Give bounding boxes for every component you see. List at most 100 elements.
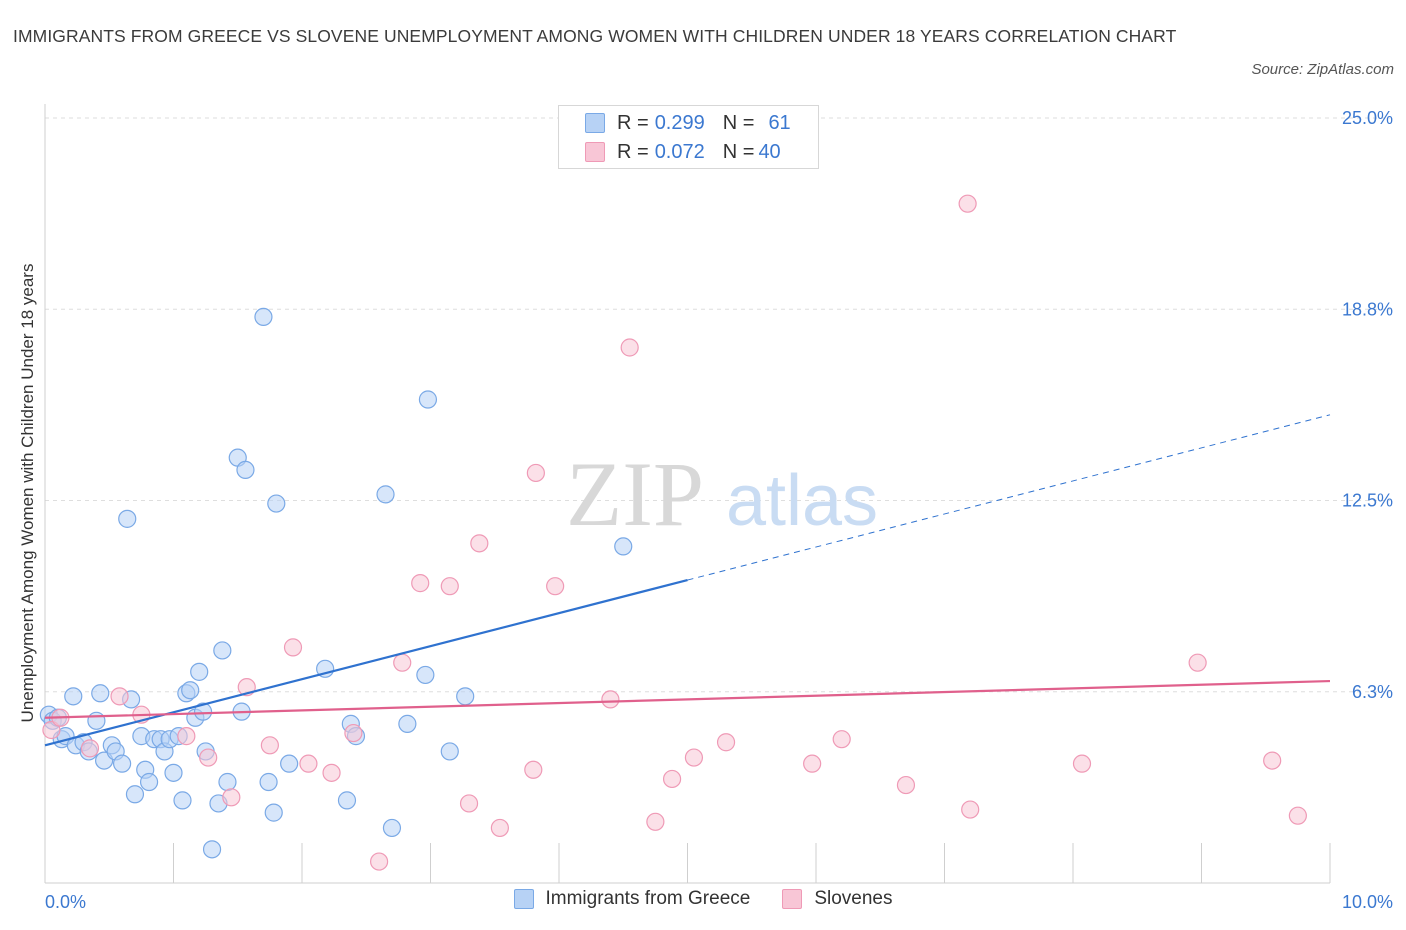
grid-lines	[45, 117, 1390, 693]
data-point	[526, 463, 545, 483]
stats-legend: R = 0.299 N = 61 R = 0.072 N = 40	[558, 105, 819, 169]
data-point	[958, 194, 977, 213]
series-greece-points	[39, 307, 633, 859]
data-point	[236, 460, 255, 479]
y-tick-label: 18.8%	[1342, 299, 1393, 319]
data-point	[80, 739, 100, 758]
data-point	[416, 665, 435, 685]
data-point	[620, 338, 639, 357]
data-point	[382, 818, 402, 838]
data-point	[1188, 653, 1207, 672]
data-point	[490, 818, 509, 838]
watermark: ZIP atlas	[566, 443, 878, 545]
data-point	[91, 684, 110, 703]
legend-item-slovenes[interactable]: Slovenes	[782, 888, 893, 910]
stats-row-slovenes: R = 0.072 N = 40	[585, 139, 781, 165]
n-value: 40	[758, 140, 781, 163]
data-point	[112, 754, 132, 773]
data-point	[896, 775, 916, 795]
data-point	[283, 638, 303, 657]
x-tick-label: 0.0%	[45, 892, 86, 912]
data-point	[1288, 806, 1307, 825]
data-point	[64, 687, 83, 706]
data-point	[662, 769, 682, 789]
axes	[44, 104, 1331, 884]
legend-swatch-slovenes	[782, 889, 803, 909]
trend-line-solid	[44, 578, 688, 747]
data-point	[601, 690, 620, 709]
data-point	[961, 800, 980, 819]
data-point	[470, 534, 489, 553]
n-value: 61	[768, 111, 791, 134]
stats-swatch-greece	[585, 113, 605, 133]
r-value: 0.299	[654, 111, 705, 134]
data-point	[193, 702, 213, 721]
legend-item-greece[interactable]: Immigrants from Greece	[513, 888, 751, 910]
y-tick-label: 6.3%	[1352, 682, 1393, 702]
data-point	[118, 509, 137, 528]
trend-line-solid	[44, 679, 1331, 719]
data-point	[222, 788, 241, 807]
data-point	[259, 772, 278, 792]
data-point	[684, 748, 704, 767]
r-label: R =	[617, 140, 649, 163]
data-point	[299, 754, 318, 773]
source-note: Source: ZipAtlas.com	[1251, 61, 1394, 78]
data-point	[376, 485, 395, 504]
data-point	[139, 772, 159, 792]
legend-label-greece: Immigrants from Greece	[545, 888, 751, 909]
data-point	[87, 711, 106, 730]
legend-swatch-greece	[513, 889, 534, 909]
stats-row-greece: R = 0.299 N = 61	[585, 110, 791, 136]
data-point	[218, 772, 237, 792]
r-value: 0.072	[654, 140, 705, 163]
data-point	[280, 754, 299, 773]
data-point	[418, 390, 438, 409]
data-point	[646, 812, 665, 831]
data-point	[546, 577, 565, 596]
data-point	[264, 803, 283, 822]
data-point	[213, 641, 232, 660]
data-point	[1072, 754, 1092, 773]
data-point	[524, 760, 543, 779]
data-point	[322, 763, 341, 782]
data-point	[614, 537, 633, 556]
data-point	[254, 307, 273, 326]
data-point	[440, 577, 459, 596]
data-point	[456, 687, 475, 706]
data-point	[832, 730, 851, 749]
series-slovenes-points	[42, 194, 1307, 871]
data-point	[199, 748, 218, 767]
data-point	[344, 723, 363, 743]
stats-swatch-slovenes	[585, 142, 605, 162]
data-point	[337, 791, 357, 810]
legend-label-slovenes: Slovenes	[814, 888, 893, 909]
watermark-zip: ZIP	[566, 443, 704, 545]
n-label: N =	[722, 111, 755, 134]
data-point	[411, 574, 430, 593]
chart-title: IMMIGRANTS FROM GREECE VS SLOVENE UNEMPL…	[13, 26, 1177, 46]
data-point	[110, 687, 129, 706]
data-point	[202, 840, 222, 859]
data-point	[716, 733, 736, 752]
y-tick-label: 12.5%	[1342, 491, 1393, 511]
data-point	[125, 785, 145, 804]
data-point	[42, 720, 61, 740]
r-label: R =	[617, 111, 649, 134]
tick-labels: 6.3% 12.5% 18.8% 25.0% 0.0% 10.0%	[45, 108, 1393, 912]
data-point	[393, 653, 412, 672]
data-point	[398, 714, 417, 733]
x-tick-label: 10.0%	[1342, 892, 1393, 912]
data-point	[1263, 751, 1282, 770]
watermark-atlas: atlas	[726, 461, 878, 541]
data-point	[260, 736, 279, 755]
data-point	[803, 754, 822, 773]
data-point	[440, 742, 459, 761]
data-point	[164, 763, 183, 782]
data-point	[181, 681, 200, 700]
data-point	[190, 662, 209, 681]
data-point	[459, 794, 479, 813]
trend-line-dashed	[687, 414, 1331, 581]
trend-lines	[44, 414, 1331, 747]
